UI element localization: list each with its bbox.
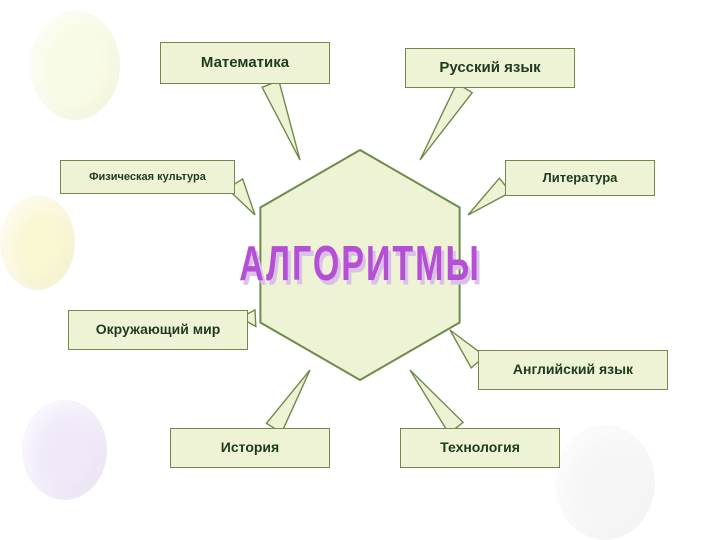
background-balloon [30,10,120,120]
subject-history: История [170,428,330,468]
subject-label: Английский язык [509,362,637,377]
center-title: АЛГОРИТМЫ [239,237,481,294]
subject-english: Английский язык [478,350,668,390]
subject-label: Технология [436,440,524,455]
subject-label: Русский язык [435,60,544,77]
subject-label: Окружающий мир [92,322,225,337]
background-balloon [555,425,655,540]
subject-lit: Литература [505,160,655,196]
background-balloon [22,400,107,500]
center-title-text: АЛГОРИТМЫ [239,237,481,292]
subject-tech: Технология [400,428,560,468]
subject-label: Физическая культура [85,171,210,183]
background-balloon [0,195,75,290]
subject-russian: Русский язык [405,48,575,88]
subject-pe: Физическая культура [60,160,235,194]
subject-label: Математика [197,55,293,72]
subject-label: Литература [539,171,622,185]
diagram-stage: Математика Русский язык Физическая культур… [0,0,720,540]
subject-label: История [217,440,283,455]
subject-math: Математика [160,42,330,84]
subject-world: Окружающий мир [68,310,248,350]
